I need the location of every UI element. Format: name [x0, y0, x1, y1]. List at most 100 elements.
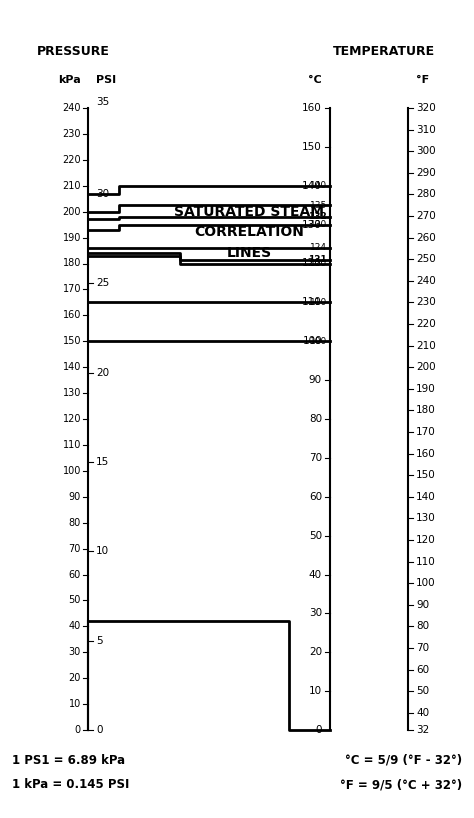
- Text: 140: 140: [310, 182, 327, 191]
- Text: 1 PS1 = 6.89 kPa: 1 PS1 = 6.89 kPa: [12, 753, 125, 766]
- Text: 140: 140: [63, 362, 81, 372]
- Text: 80: 80: [416, 622, 429, 631]
- Text: 250: 250: [416, 254, 436, 264]
- Text: PRESSURE: PRESSURE: [36, 45, 109, 58]
- Text: 120: 120: [302, 258, 322, 268]
- Text: 90: 90: [309, 375, 322, 385]
- Text: 110: 110: [302, 298, 322, 308]
- Text: °C: °C: [308, 75, 322, 85]
- Text: 200: 200: [63, 207, 81, 217]
- Text: 290: 290: [416, 168, 436, 178]
- Text: 120: 120: [416, 535, 436, 545]
- Text: 210: 210: [416, 340, 436, 351]
- Text: 230: 230: [416, 298, 436, 308]
- Text: 140: 140: [416, 492, 436, 501]
- Text: 220: 220: [63, 155, 81, 165]
- Text: 70: 70: [309, 453, 322, 463]
- Text: 270: 270: [416, 211, 436, 221]
- Text: 190: 190: [63, 232, 81, 243]
- Text: 40: 40: [416, 708, 429, 717]
- Text: 110: 110: [63, 440, 81, 450]
- Text: 50: 50: [69, 596, 81, 605]
- Text: 210: 210: [63, 181, 81, 191]
- Text: 280: 280: [416, 190, 436, 200]
- Text: 40: 40: [69, 622, 81, 631]
- Text: 10: 10: [309, 686, 322, 696]
- Text: 180: 180: [416, 406, 436, 416]
- Text: 230: 230: [63, 129, 81, 139]
- Text: 150: 150: [416, 470, 436, 480]
- Text: 100: 100: [416, 578, 436, 588]
- Text: 30: 30: [69, 647, 81, 657]
- Text: 100: 100: [63, 465, 81, 476]
- Text: °F: °F: [416, 75, 429, 85]
- Text: 140: 140: [302, 181, 322, 191]
- Text: 60: 60: [416, 664, 429, 675]
- Text: 170: 170: [416, 427, 436, 437]
- Text: 200: 200: [416, 362, 436, 372]
- Text: 130: 130: [302, 219, 322, 230]
- Text: 124: 124: [310, 244, 327, 253]
- Text: 10: 10: [96, 546, 109, 556]
- Text: 130: 130: [416, 514, 436, 524]
- Text: 180: 180: [63, 258, 81, 268]
- Text: 100: 100: [310, 337, 327, 346]
- Text: kPa: kPa: [58, 75, 81, 85]
- Text: 135: 135: [310, 200, 327, 209]
- Text: 190: 190: [416, 384, 436, 393]
- Text: 132: 132: [308, 213, 327, 222]
- Text: TEMPERATURE: TEMPERATURE: [333, 45, 435, 58]
- Text: °F = 9/5 (°C + 32°): °F = 9/5 (°C + 32°): [340, 779, 462, 792]
- Text: 20: 20: [309, 647, 322, 657]
- Text: 0: 0: [75, 725, 81, 735]
- Text: 40: 40: [309, 569, 322, 579]
- Text: 0: 0: [96, 725, 102, 735]
- Text: 160: 160: [302, 103, 322, 113]
- Text: 60: 60: [69, 569, 81, 579]
- Text: 0: 0: [316, 725, 322, 735]
- Text: 1 kPa = 0.145 PSI: 1 kPa = 0.145 PSI: [12, 779, 129, 792]
- Text: 150: 150: [63, 336, 81, 346]
- Text: 260: 260: [416, 232, 436, 243]
- Text: 100: 100: [302, 336, 322, 346]
- Text: 90: 90: [69, 492, 81, 501]
- Text: 70: 70: [69, 544, 81, 554]
- Text: 300: 300: [416, 146, 436, 156]
- Text: 60: 60: [309, 492, 322, 501]
- Text: 70: 70: [416, 643, 429, 653]
- Text: 80: 80: [309, 414, 322, 424]
- Text: 20: 20: [69, 673, 81, 683]
- Text: 310: 310: [416, 124, 436, 135]
- Text: 35: 35: [96, 97, 109, 107]
- Text: 120: 120: [63, 414, 81, 424]
- Text: 170: 170: [63, 285, 81, 294]
- Text: 50: 50: [416, 686, 429, 696]
- Text: 80: 80: [69, 518, 81, 528]
- Text: 10: 10: [69, 699, 81, 709]
- Text: 30: 30: [309, 609, 322, 618]
- Text: 110: 110: [310, 298, 327, 307]
- Text: °C = 5/9 (°F - 32°): °C = 5/9 (°F - 32°): [345, 753, 462, 766]
- Text: 90: 90: [416, 600, 429, 609]
- Text: 160: 160: [416, 448, 436, 459]
- Text: PSI: PSI: [96, 75, 116, 85]
- Text: SATURATED STEAM
CORRELATION
LINES: SATURATED STEAM CORRELATION LINES: [174, 204, 324, 260]
- Text: 32: 32: [416, 725, 429, 735]
- Text: 120: 120: [310, 259, 327, 268]
- Text: 150: 150: [302, 142, 322, 152]
- Text: 50: 50: [309, 531, 322, 541]
- Text: 121: 121: [308, 255, 327, 264]
- Text: 160: 160: [63, 310, 81, 321]
- Text: 15: 15: [96, 457, 109, 467]
- Text: 240: 240: [63, 103, 81, 113]
- Text: 320: 320: [416, 103, 436, 113]
- Text: 240: 240: [416, 276, 436, 285]
- Text: 5: 5: [96, 636, 103, 645]
- Text: 110: 110: [416, 556, 436, 567]
- Text: 220: 220: [416, 319, 436, 329]
- Text: 130: 130: [63, 388, 81, 398]
- Text: 130: 130: [310, 220, 327, 229]
- Text: 20: 20: [96, 367, 109, 378]
- Text: 30: 30: [96, 189, 109, 199]
- Text: 25: 25: [96, 278, 109, 288]
